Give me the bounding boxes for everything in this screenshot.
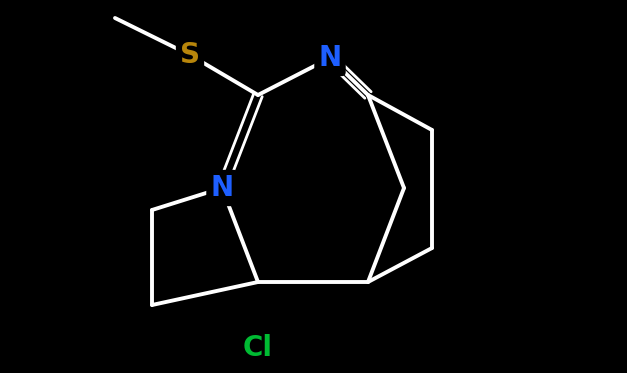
Text: N: N <box>211 174 234 202</box>
Text: N: N <box>319 44 342 72</box>
Text: Cl: Cl <box>243 334 273 362</box>
Text: S: S <box>180 41 200 69</box>
